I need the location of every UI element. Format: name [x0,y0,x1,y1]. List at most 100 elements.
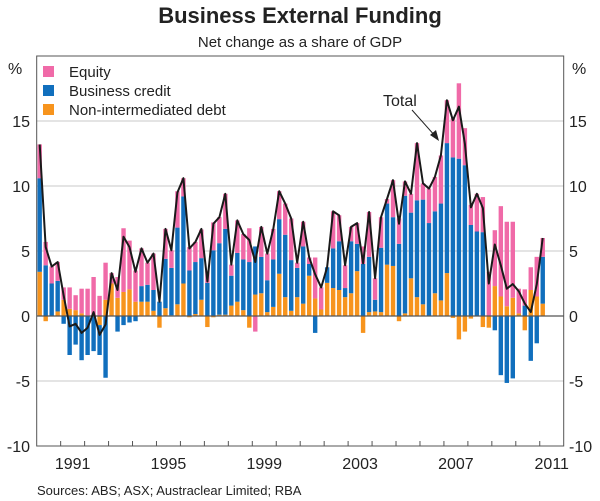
bar-non-intermediated-debt [265,312,270,316]
y-tick-label-left: -10 [7,439,30,456]
bar-business-credit [127,316,132,323]
bar-equity [193,241,198,263]
bar-business-credit [247,262,252,316]
bar-business-credit [534,316,539,344]
bar-business-credit [420,199,426,305]
total-annotation-label: Total [383,93,417,110]
bar-non-intermediated-debt [241,310,246,316]
bar-equity [516,288,521,314]
bar-business-credit [306,264,312,276]
bar-equity [438,155,444,204]
bar-equity [300,221,306,247]
bar-non-intermediated-debt [306,275,312,316]
bar-equity [223,193,228,229]
bar-non-intermediated-debt [103,299,108,316]
x-tick-label: 2007 [438,456,474,473]
bar-non-intermediated-debt [498,296,504,316]
bar-business-credit [73,316,78,345]
bar-business-credit [444,143,450,274]
bar-business-credit [456,158,462,316]
bar-equity [85,288,90,316]
bar-equity [121,228,126,292]
bar-equity [133,270,138,302]
bar-non-intermediated-debt [115,297,120,316]
bar-business-credit [103,316,108,378]
bar-non-intermediated-debt [438,300,444,316]
bar-non-intermediated-debt [145,301,150,316]
bar-non-intermediated-debt [330,288,336,316]
bar-business-credit [540,256,545,304]
y-tick-label-right: 5 [569,244,578,261]
bar-equity [49,266,54,284]
y-tick-label-left: 0 [21,309,30,326]
bar-equity [450,118,456,158]
bar-business-credit [498,316,504,376]
bar-equity [540,238,545,257]
y-tick-label-left: 10 [12,179,30,196]
bar-non-intermediated-debt [462,316,468,332]
bar-non-intermediated-debt [312,298,318,316]
y-tick-label-left: 15 [12,114,30,131]
bar-business-credit [414,200,420,298]
bar-non-intermediated-debt [528,290,533,316]
bar-equity [330,211,336,249]
bar-business-credit [37,178,42,272]
bar-business-credit [157,301,162,316]
bar-business-credit [241,259,246,311]
bar-non-intermediated-debt [366,312,372,316]
y-tick-label-right: 10 [569,179,587,196]
bar-equity [318,287,324,310]
x-tick-label: 2011 [535,456,570,473]
bar-non-intermediated-debt [540,303,545,316]
legend-label-equity: Equity [69,64,111,81]
bar-non-intermediated-debt [432,293,438,316]
bar-non-intermediated-debt [295,297,300,316]
annotation-arrow [411,109,437,138]
bar-business-credit [330,248,336,289]
bar-business-credit [462,165,468,316]
bar-business-credit [354,243,360,272]
bar-equity [67,287,72,309]
bar-equity [43,241,48,266]
bar-non-intermediated-debt [384,264,390,316]
bar-non-intermediated-debt [163,308,168,316]
y-unit-right: % [572,61,586,78]
bar-equity [498,206,504,297]
bar-business-credit [271,259,276,307]
bar-business-credit [253,246,258,295]
y-tick-label-left: 5 [21,244,30,261]
bar-business-credit [235,252,240,302]
bar-business-credit [139,286,144,302]
bar-non-intermediated-debt [187,316,192,318]
x-tick-label: 1999 [246,456,282,473]
y-axis: -10 -10 -5 -5 0 0 5 5 10 10 15 15 [7,114,592,456]
bar-non-intermediated-debt [522,316,527,331]
bar-business-credit [79,316,84,361]
bar-equity [504,221,510,307]
bar-business-credit [61,316,66,324]
bar-equity [211,222,216,251]
bar-non-intermediated-debt [43,316,48,322]
bar-non-intermediated-debt [127,289,132,316]
bar-non-intermediated-debt [121,291,126,316]
bar-non-intermediated-debt [139,301,144,316]
bar-business-credit [85,316,90,355]
legend: Equity Business credit Non-intermediated… [43,64,227,119]
bar-business-credit [55,280,60,312]
bar-business-credit [312,316,318,333]
y-tick-label-right: 0 [569,309,578,326]
bar-business-credit [348,241,354,294]
bar-non-intermediated-debt [504,306,510,316]
bar-non-intermediated-debt [336,290,342,316]
bar-non-intermediated-debt [318,309,324,316]
bar-equity [414,143,420,201]
bar-non-intermediated-debt [211,316,216,318]
bar-business-credit [528,316,533,361]
bar-non-intermediated-debt [253,294,258,316]
bar-equity [145,262,150,285]
bar-non-intermediated-debt [420,304,426,316]
bar-equity [390,180,396,218]
bar-equity [348,226,354,242]
bar-business-credit [187,270,192,316]
bars [37,83,545,383]
